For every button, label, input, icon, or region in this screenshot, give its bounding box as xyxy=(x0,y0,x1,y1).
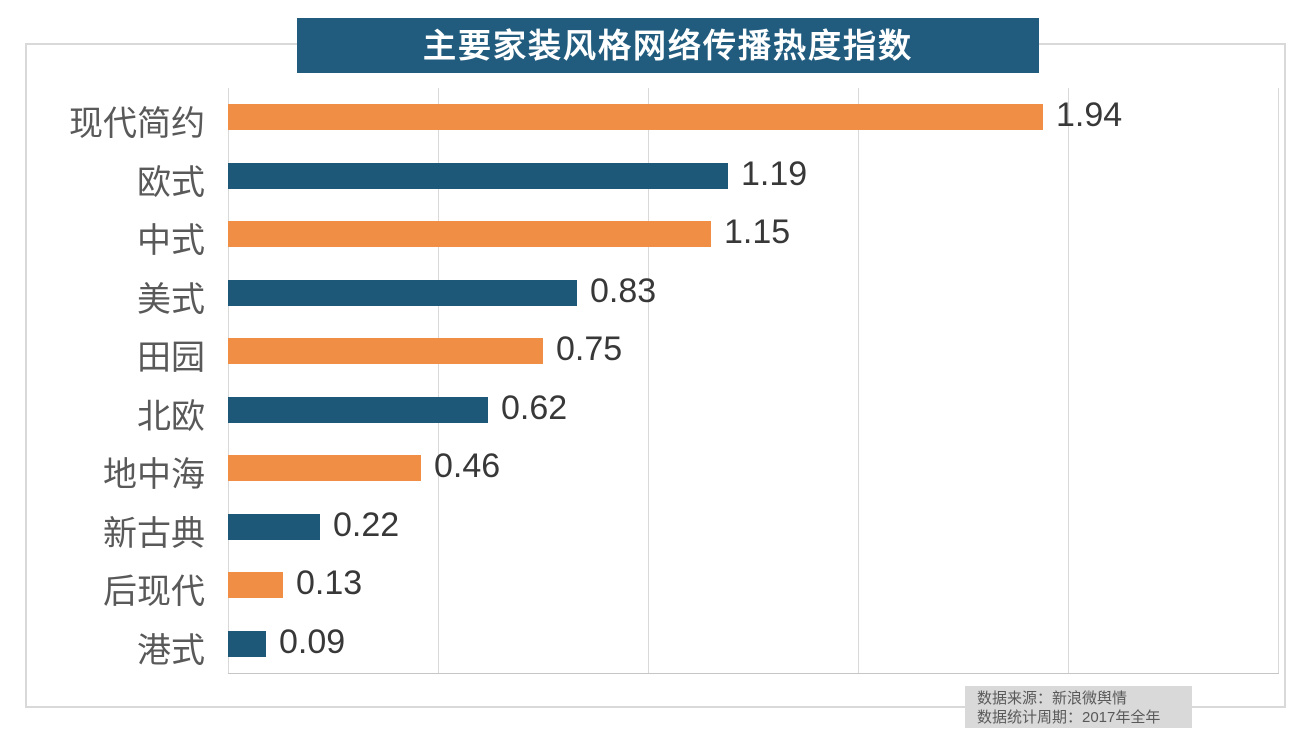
value-label: 0.62 xyxy=(501,389,568,427)
data-source-line: 数据来源：新浪微舆情 xyxy=(977,690,1128,707)
data-period-line: 数据统计周期：2017年全年 xyxy=(977,709,1161,726)
category-label: 田园 xyxy=(137,339,205,377)
bar xyxy=(228,104,1043,130)
value-label: 0.13 xyxy=(296,564,363,602)
x-gridline xyxy=(1278,88,1279,673)
category-label: 美式 xyxy=(137,281,205,319)
bar xyxy=(228,163,728,189)
value-label: 0.22 xyxy=(333,506,400,544)
category-label: 北欧 xyxy=(137,398,205,436)
chart-title-banner: 主要家装风格网络传播热度指数 xyxy=(297,18,1039,73)
bar xyxy=(228,338,543,364)
value-label: 1.94 xyxy=(1056,96,1123,134)
category-label: 地中海 xyxy=(103,456,205,494)
category-label: 新古典 xyxy=(103,515,205,553)
bar xyxy=(228,221,711,247)
value-label: 0.46 xyxy=(434,447,501,485)
bar xyxy=(228,572,283,598)
chart-title: 主要家装风格网络传播热度指数 xyxy=(423,27,913,64)
x-gridline xyxy=(228,88,229,673)
value-label: 1.19 xyxy=(741,155,808,193)
value-label: 0.83 xyxy=(590,272,657,310)
category-label: 中式 xyxy=(137,222,205,260)
bar xyxy=(228,280,577,306)
data-source-box: 数据来源：新浪微舆情 数据统计周期：2017年全年 xyxy=(965,686,1192,728)
category-label: 后现代 xyxy=(103,573,205,611)
bar xyxy=(228,397,488,423)
x-gridline xyxy=(858,88,859,673)
value-label: 0.75 xyxy=(556,330,623,368)
value-label: 1.15 xyxy=(724,213,791,251)
bar xyxy=(228,514,320,540)
bar xyxy=(228,455,421,481)
x-gridline xyxy=(648,88,649,673)
category-label: 港式 xyxy=(137,632,205,670)
category-label: 欧式 xyxy=(137,164,205,202)
x-axis-line xyxy=(228,673,1279,674)
bar xyxy=(228,631,266,657)
x-gridline xyxy=(1068,88,1069,673)
category-label: 现代简约 xyxy=(69,105,205,143)
x-gridline xyxy=(438,88,439,673)
value-label: 0.09 xyxy=(279,623,346,661)
